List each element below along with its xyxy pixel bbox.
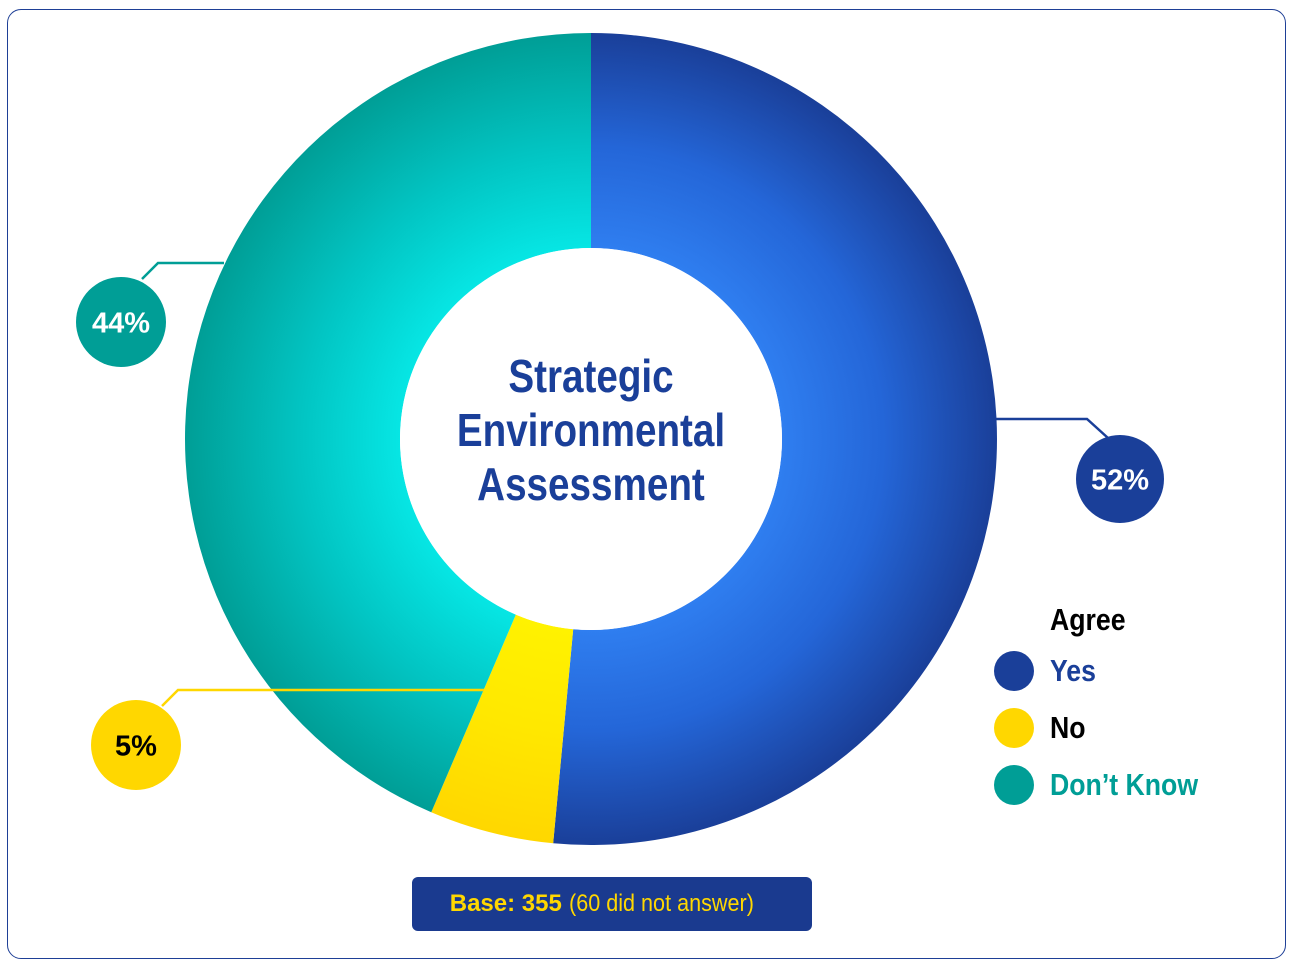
callout-badge-no <box>91 700 181 790</box>
callout-badge-yes <box>1076 435 1164 523</box>
donut-hole <box>400 248 782 630</box>
legend-swatch-yes <box>994 650 1034 691</box>
donut-slices <box>185 32 998 846</box>
chart-title-line-2: Environmental <box>457 405 725 456</box>
legend-label-dont-know: Don’t Know <box>1050 766 1199 802</box>
callout-line-dont-know <box>141 261 224 280</box>
base-count: Base: 355 <box>449 890 562 917</box>
chart-title-line-3: Assessment <box>477 459 705 510</box>
legend-item-yes: Yes <box>994 642 1284 699</box>
callout-badge-dont-know <box>76 277 166 367</box>
base-unanswered-note: (60 did not answer) <box>568 890 754 917</box>
legend-swatch-dont-know <box>994 764 1034 805</box>
legend-label-no: No <box>1050 709 1086 745</box>
slice-callouts: 52% 5% 44% <box>76 261 1164 790</box>
callout-line-no <box>161 688 484 707</box>
legend-swatch-no <box>994 707 1034 748</box>
slice-yes <box>553 33 998 846</box>
chart-title-line-1: Strategic <box>508 351 673 402</box>
legend-item-no: No <box>994 699 1284 756</box>
legend-label-yes: Yes <box>1050 652 1096 688</box>
data-label-yes: 52% <box>1091 464 1149 496</box>
data-label-dont-know: 44% <box>92 307 150 339</box>
data-label-no: 5% <box>115 730 157 762</box>
legend-item-dont-know: Don’t Know <box>994 756 1284 813</box>
legend-title: Agree <box>1050 602 1126 637</box>
legend: Agree Yes No Don’t Know <box>994 598 1284 813</box>
base-note-box: Base: 355 (60 did not answer) <box>412 877 812 931</box>
callout-line-yes <box>996 417 1109 439</box>
slice-no <box>431 614 574 844</box>
slice-dont-know <box>185 32 591 813</box>
